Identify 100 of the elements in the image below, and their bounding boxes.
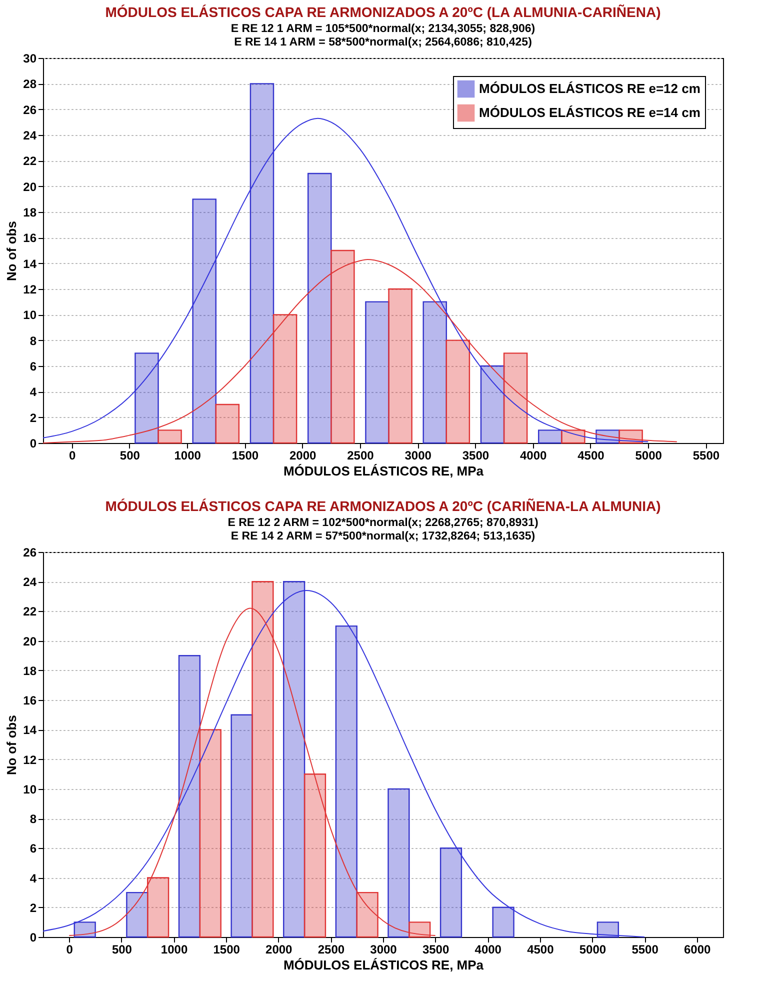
- bar: [199, 729, 222, 938]
- bar: [147, 877, 170, 938]
- bar: [503, 352, 528, 444]
- x-axis-title: MÓDULOS ELÁSTICOS RE, MPa: [283, 464, 484, 478]
- y-tick-label: 2: [30, 410, 37, 425]
- line-series: [42, 258, 678, 444]
- x-tick-label: 0: [66, 942, 74, 956]
- bar: [307, 172, 332, 444]
- chart-subtitle: E RE 12 1 ARM = 105*500*normal(x; 2134,3055; 828,906) E RE 14 1 ARM = 58*500*normal(x; 2564,6086; 810,425): [230, 23, 536, 48]
- x-tick-label: 2000: [266, 942, 293, 956]
- bar: [192, 198, 216, 444]
- legend-label: MÓDULOS ELÁSTICOS RE e=14 cm: [479, 105, 700, 120]
- bar: [446, 340, 470, 444]
- y-tick-label: 4: [30, 871, 37, 886]
- x-tick-label: 1000: [160, 942, 188, 956]
- x-tick-label: 5000: [635, 448, 662, 462]
- y-tick-label: 6: [30, 842, 37, 856]
- bar: [250, 83, 274, 444]
- bar: [422, 301, 447, 444]
- x-tick-label: 2500: [318, 942, 345, 956]
- y-tick-label: 22: [23, 604, 37, 619]
- x-tick-label: 4000: [520, 448, 547, 462]
- bar: [126, 892, 148, 938]
- y-tick-label: 20: [23, 180, 37, 194]
- bar: [365, 301, 390, 444]
- legend-label: MÓDULOS ELÁSTICOS RE e=12 cm: [479, 81, 700, 96]
- x-tick-label: 3500: [462, 448, 490, 462]
- y-tick-label: 8: [30, 812, 37, 826]
- chart-title: MÓDULOS ELÁSTICOS CAPA RE ARMONIZADOS A 20ºC (LA ALMUNIA-CARIÑENA): [105, 4, 661, 20]
- x-tick-label: 4500: [578, 448, 605, 462]
- bar: [356, 892, 378, 938]
- bar: [272, 314, 298, 444]
- chart-subtitle: E RE 12 2 ARM = 102*500*normal(x; 2268,2765; 870,8931) E RE 14 2 ARM = 57*500*normal(x; 1732,8264; 513,1635): [228, 517, 538, 542]
- y-tick-label: 8: [30, 334, 37, 348]
- y-tick-label: 6: [30, 360, 37, 374]
- x-tick-label: 5500: [632, 942, 659, 956]
- x-tick-label: 2500: [347, 448, 374, 462]
- y-tick-label: 20: [23, 634, 37, 648]
- chart-title: MÓDULOS ELÁSTICOS CAPA RE ARMONIZADOS A 20ºC (CARIÑENA-LA ALMUNIA): [105, 498, 661, 514]
- bar: [480, 365, 505, 444]
- line-series: [42, 590, 646, 938]
- line-series: [68, 608, 436, 936]
- bar: [440, 848, 462, 938]
- x-tick-label: 1500: [213, 942, 240, 956]
- x-tick-label: 6000: [684, 942, 712, 956]
- y-tick-label: 0: [30, 930, 37, 944]
- line-series: [42, 118, 649, 442]
- y-tick-label: 26: [23, 102, 37, 117]
- y-tick-label: 2: [30, 900, 37, 915]
- bar: [134, 352, 159, 444]
- x-tick-label: 5500: [692, 448, 720, 462]
- x-tick-label: 1500: [232, 448, 259, 462]
- x-tick-label: 5000: [579, 942, 606, 956]
- bar: [178, 655, 201, 938]
- x-tick-label: 500: [120, 448, 140, 462]
- y-tick-label: 12: [23, 282, 37, 296]
- y-tick-label: 14: [23, 723, 37, 738]
- x-tick-label: 3000: [404, 448, 432, 462]
- bar: [158, 430, 182, 444]
- y-tick-label: 18: [23, 206, 37, 220]
- y-tick-label: 0: [30, 436, 37, 450]
- x-tick-label: 0: [68, 448, 76, 462]
- bar: [538, 430, 562, 444]
- bar: [283, 581, 306, 938]
- bar: [492, 906, 514, 938]
- y-tick-label: 10: [23, 308, 37, 322]
- y-tick-label: 4: [30, 385, 37, 400]
- bar: [561, 430, 586, 444]
- bar: [335, 625, 358, 938]
- x-tick-label: 3500: [422, 942, 450, 956]
- bar: [215, 404, 240, 444]
- y-tick-label: 22: [23, 154, 37, 168]
- y-tick-label: 16: [23, 694, 37, 708]
- y-tick-label: 18: [23, 664, 37, 678]
- y-tick-label: 10: [23, 782, 37, 796]
- y-axis-title: No of obs: [4, 715, 20, 775]
- x-tick-label: 4500: [527, 942, 554, 956]
- x-tick-label: 4000: [474, 942, 502, 956]
- y-tick-label: 30: [23, 52, 37, 66]
- bar: [230, 714, 253, 938]
- x-tick-label: 1000: [174, 448, 202, 462]
- bar: [388, 788, 410, 938]
- y-tick-label: 28: [23, 77, 37, 92]
- y-tick-label: 24: [23, 128, 37, 142]
- bar: [304, 774, 326, 938]
- y-tick-label: 14: [23, 256, 37, 271]
- bar: [74, 922, 96, 938]
- x-tick-label: 500: [112, 942, 132, 956]
- bar: [252, 581, 274, 938]
- bar: [596, 922, 619, 938]
- bar: [408, 922, 431, 938]
- bar: [388, 288, 412, 444]
- x-tick-label: 2000: [289, 448, 316, 462]
- x-tick-label: 3000: [370, 942, 398, 956]
- y-tick-label: 16: [23, 231, 37, 246]
- x-axis-title: MÓDULOS ELÁSTICOS RE, MPa: [283, 958, 484, 972]
- y-tick-label: 12: [23, 752, 37, 767]
- y-tick-label: 26: [23, 546, 37, 560]
- bar: [330, 250, 355, 444]
- y-tick-label: 24: [23, 575, 37, 590]
